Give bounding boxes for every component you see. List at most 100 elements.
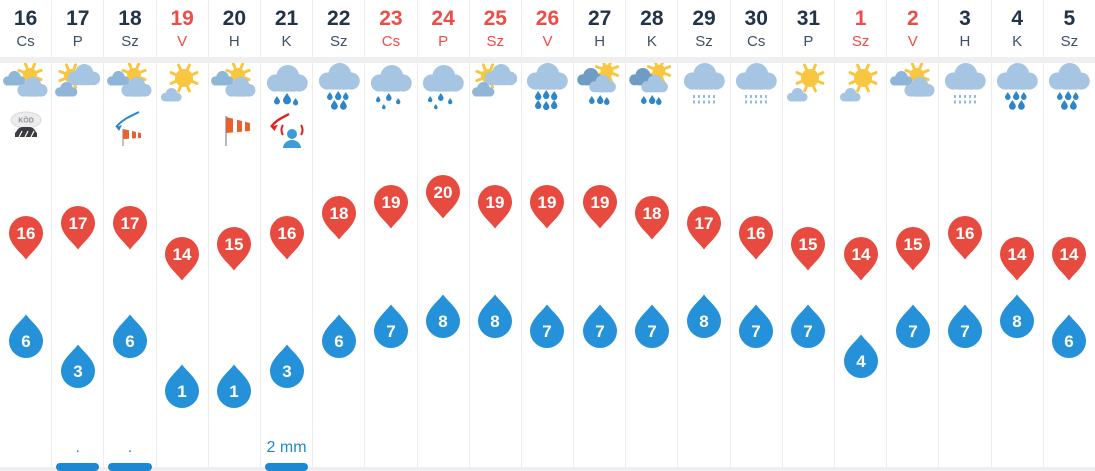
min-temp-value: 7 xyxy=(960,322,969,341)
sun-clouds-icon xyxy=(211,62,256,97)
max-temp-pin: 19 xyxy=(372,183,410,230)
min-temp-value: 1 xyxy=(177,382,186,401)
min-temp-drop: 6 xyxy=(1050,313,1088,360)
min-temp-drop: 7 xyxy=(528,303,566,350)
max-temp-value: 18 xyxy=(329,204,348,223)
precip-amount-label xyxy=(992,439,1043,459)
forecast-day-column[interactable]: 5 Sz 14 6 xyxy=(1044,0,1095,471)
forecast-day-column[interactable]: 4 K 14 8 xyxy=(992,0,1044,471)
date-label: 17 xyxy=(66,7,90,30)
extra-icon-slot xyxy=(731,110,782,150)
max-temp-value: 14 xyxy=(173,245,192,264)
forecast-day-column[interactable]: 25 Sz 19 8 xyxy=(470,0,522,471)
max-temp-pin: 16 xyxy=(268,214,306,261)
date-label: 26 xyxy=(535,7,560,30)
min-temp-drop: 6 xyxy=(111,313,149,360)
max-temp-value: 16 xyxy=(956,224,975,243)
forecast-day-column[interactable]: 3 H 16 7 xyxy=(939,0,992,471)
clouds-sun-icon xyxy=(472,63,518,97)
date-label: 31 xyxy=(796,7,821,30)
forecast-day-column[interactable]: 27 H 19 7 xyxy=(574,0,627,471)
min-temp-value: 7 xyxy=(804,322,813,341)
forecast-day-column[interactable]: 18 Sz 17 6 . xyxy=(104,0,157,471)
max-temp-value: 16 xyxy=(747,224,766,243)
sun-clouds-rain-icon xyxy=(576,62,619,105)
precip-amount-label xyxy=(678,439,729,459)
forecast-day-column[interactable]: 29 Sz 17 8 xyxy=(678,0,731,471)
forecast-day-column[interactable]: 26 V 19 7 xyxy=(522,0,575,471)
min-temp-drop: 6 xyxy=(7,313,45,360)
precip-amount-label xyxy=(939,439,990,459)
min-temp-value: 7 xyxy=(908,322,917,341)
extra-icon-slot: KÖD xyxy=(0,110,51,150)
weather-icon xyxy=(678,62,729,110)
weather-icon xyxy=(783,62,834,110)
forecast-day-column[interactable]: 16 Cs KÖD 16 6 xyxy=(0,0,53,471)
forecast-day-column[interactable]: 17 P 17 3 . xyxy=(52,0,105,471)
min-temp-drop: 7 xyxy=(737,303,775,350)
min-temp-drop: 7 xyxy=(946,303,984,350)
extra-icon-slot xyxy=(939,110,990,150)
min-temp-value: 6 xyxy=(21,332,30,351)
max-temp-pin: 18 xyxy=(633,194,671,241)
max-temp-value: 17 xyxy=(68,214,87,233)
forecast-day-column[interactable]: 21 K 16 3 2 mm xyxy=(261,0,314,471)
fog-icon: KÖD xyxy=(10,111,42,138)
min-temp-value: 7 xyxy=(386,322,395,341)
precip-amount-label xyxy=(313,439,364,459)
date-label: 21 xyxy=(274,7,299,30)
weather-icon xyxy=(470,62,521,110)
min-temp-value: 3 xyxy=(73,362,82,381)
weather-icon xyxy=(731,62,782,110)
min-temp-drop: 8 xyxy=(685,293,723,340)
forecast-day-column[interactable]: 23 Cs 19 7 xyxy=(365,0,418,471)
drizzle-icon xyxy=(736,63,777,105)
precip-amount-label: . xyxy=(127,439,133,456)
forecast-day-column[interactable]: 24 P 20 8 xyxy=(418,0,470,471)
max-temp-value: 19 xyxy=(538,193,557,212)
forecast-day-column[interactable]: 31 P 15 7 xyxy=(783,0,835,471)
date-label: 30 xyxy=(744,7,768,30)
clouds-sun-icon xyxy=(54,63,100,97)
max-temp-value: 19 xyxy=(381,193,400,212)
max-temp-value: 15 xyxy=(799,235,818,254)
min-temp-value: 8 xyxy=(438,312,447,331)
forecast-day-column[interactable]: 30 Cs 16 7 xyxy=(731,0,783,471)
min-temp-value: 1 xyxy=(230,382,239,401)
sun-small-cloud-icon xyxy=(839,63,877,102)
sun-clouds-icon xyxy=(889,62,935,97)
day-of-week-label: Sz xyxy=(1060,33,1079,50)
forecast-day-column[interactable]: 28 K 18 7 xyxy=(626,0,679,471)
forecast-day-column[interactable]: 20 H 15 1 xyxy=(209,0,261,471)
day-of-week-label: Sz xyxy=(486,33,505,50)
sun-clouds-icon xyxy=(107,62,152,97)
forecast-day-column[interactable]: 1 Sz 14 4 xyxy=(835,0,888,471)
min-temp-drop: 1 xyxy=(215,363,253,410)
min-temp-value: 7 xyxy=(543,322,552,341)
extra-icon-slot xyxy=(52,110,103,150)
weather-icon xyxy=(52,62,103,110)
extra-icon-slot xyxy=(522,110,573,150)
extra-icon-slot xyxy=(626,110,677,150)
weather-icon xyxy=(313,62,364,110)
precip-amount-label xyxy=(365,439,416,459)
extra-icon-slot xyxy=(209,110,260,150)
precip-amount-label xyxy=(887,439,938,459)
weather-icon xyxy=(365,62,416,110)
forecast-day-column[interactable]: 22 Sz 18 6 xyxy=(313,0,366,471)
storm-alert-icon xyxy=(269,112,303,148)
extra-icon-slot xyxy=(157,110,208,150)
extra-icon-slot xyxy=(574,110,625,150)
forecast-day-column[interactable]: 2 V 15 7 xyxy=(887,0,940,471)
precip-amount-label xyxy=(574,439,625,459)
day-of-week-label: P xyxy=(72,33,83,50)
max-temp-value: 18 xyxy=(642,204,661,223)
date-label: 25 xyxy=(483,7,507,30)
max-temp-value: 14 xyxy=(851,245,870,264)
day-of-week-label: H xyxy=(959,33,971,50)
date-label: 1 xyxy=(854,7,867,30)
forecast-day-column[interactable]: 19 V 14 1 xyxy=(157,0,209,471)
max-temp-value: 19 xyxy=(590,193,609,212)
max-temp-value: 14 xyxy=(1008,245,1027,264)
